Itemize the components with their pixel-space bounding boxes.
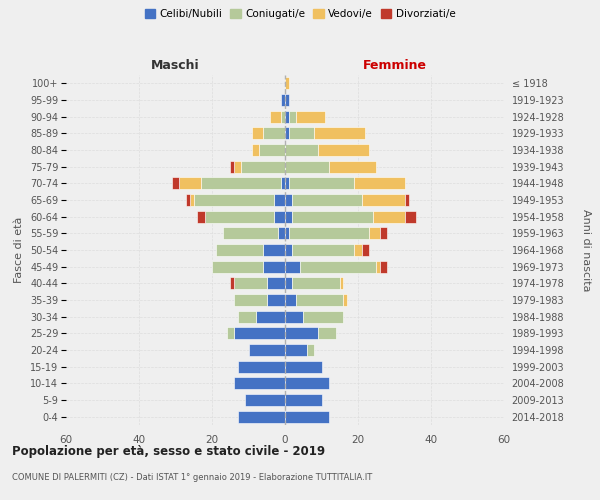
Bar bbox=[285, 410, 329, 422]
Bar bbox=[274, 210, 285, 222]
Bar bbox=[190, 194, 194, 206]
Bar bbox=[230, 278, 234, 289]
Bar bbox=[285, 128, 289, 140]
Bar bbox=[362, 194, 406, 206]
Bar bbox=[187, 194, 190, 206]
Bar bbox=[380, 228, 387, 239]
Bar bbox=[238, 360, 285, 372]
Bar bbox=[194, 194, 274, 206]
Bar bbox=[234, 328, 285, 340]
Bar bbox=[271, 110, 281, 122]
Bar bbox=[252, 128, 263, 140]
Bar bbox=[299, 260, 376, 272]
Bar bbox=[215, 244, 263, 256]
Bar bbox=[281, 94, 285, 106]
Text: Popolazione per età, sesso e stato civile - 2019: Popolazione per età, sesso e stato civil… bbox=[12, 445, 325, 458]
Bar bbox=[285, 160, 329, 172]
Bar bbox=[252, 144, 259, 156]
Bar bbox=[285, 310, 303, 322]
Bar bbox=[234, 278, 267, 289]
Bar bbox=[179, 178, 201, 190]
Bar bbox=[234, 378, 285, 390]
Bar bbox=[285, 178, 289, 190]
Bar bbox=[285, 228, 289, 239]
Bar bbox=[281, 178, 285, 190]
Legend: Celibi/Nubili, Coniugati/e, Vedovi/e, Divorziati/e: Celibi/Nubili, Coniugati/e, Vedovi/e, Di… bbox=[140, 5, 460, 24]
Bar bbox=[318, 328, 336, 340]
Bar bbox=[314, 128, 365, 140]
Bar bbox=[172, 178, 179, 190]
Text: Maschi: Maschi bbox=[151, 58, 200, 71]
Bar bbox=[406, 210, 416, 222]
Text: COMUNE DI PALERMITI (CZ) - Dati ISTAT 1° gennaio 2019 - Elaborazione TUTTITALIA.: COMUNE DI PALERMITI (CZ) - Dati ISTAT 1°… bbox=[12, 472, 372, 482]
Bar bbox=[292, 210, 373, 222]
Bar bbox=[227, 328, 234, 340]
Bar bbox=[285, 278, 292, 289]
Bar bbox=[230, 160, 234, 172]
Bar bbox=[256, 310, 285, 322]
Bar bbox=[223, 228, 278, 239]
Bar bbox=[289, 128, 314, 140]
Bar bbox=[285, 78, 289, 90]
Bar bbox=[285, 360, 322, 372]
Bar bbox=[369, 228, 380, 239]
Bar bbox=[234, 294, 267, 306]
Bar bbox=[248, 344, 285, 356]
Bar bbox=[238, 410, 285, 422]
Bar bbox=[281, 110, 285, 122]
Bar bbox=[274, 194, 285, 206]
Bar bbox=[205, 210, 274, 222]
Bar bbox=[285, 378, 329, 390]
Bar bbox=[307, 344, 314, 356]
Bar bbox=[238, 310, 256, 322]
Bar bbox=[285, 328, 318, 340]
Bar bbox=[303, 310, 343, 322]
Bar bbox=[267, 278, 285, 289]
Bar bbox=[355, 178, 406, 190]
Bar bbox=[263, 244, 285, 256]
Bar bbox=[285, 94, 289, 106]
Bar bbox=[296, 110, 325, 122]
Bar bbox=[355, 244, 362, 256]
Text: Femmine: Femmine bbox=[362, 58, 427, 71]
Bar bbox=[212, 260, 263, 272]
Bar bbox=[278, 228, 285, 239]
Bar bbox=[197, 210, 205, 222]
Bar bbox=[329, 160, 376, 172]
Bar bbox=[380, 260, 387, 272]
Bar bbox=[292, 278, 340, 289]
Bar bbox=[289, 110, 296, 122]
Bar bbox=[285, 394, 322, 406]
Bar bbox=[201, 178, 281, 190]
Bar bbox=[263, 260, 285, 272]
Bar bbox=[285, 194, 292, 206]
Bar bbox=[362, 244, 369, 256]
Bar bbox=[234, 160, 241, 172]
Bar bbox=[340, 278, 343, 289]
Bar bbox=[285, 244, 292, 256]
Bar bbox=[289, 228, 369, 239]
Bar bbox=[263, 128, 285, 140]
Bar bbox=[285, 110, 289, 122]
Bar bbox=[241, 160, 285, 172]
Bar bbox=[296, 294, 343, 306]
Bar bbox=[292, 194, 362, 206]
Bar bbox=[289, 178, 355, 190]
Bar bbox=[373, 210, 406, 222]
Bar bbox=[406, 194, 409, 206]
Bar bbox=[292, 244, 355, 256]
Bar bbox=[285, 344, 307, 356]
Bar bbox=[245, 394, 285, 406]
Y-axis label: Anni di nascita: Anni di nascita bbox=[581, 208, 591, 291]
Bar bbox=[285, 144, 318, 156]
Y-axis label: Fasce di età: Fasce di età bbox=[14, 217, 25, 283]
Bar bbox=[376, 260, 380, 272]
Bar bbox=[285, 294, 296, 306]
Bar bbox=[285, 210, 292, 222]
Bar bbox=[318, 144, 369, 156]
Bar bbox=[259, 144, 285, 156]
Bar bbox=[285, 260, 299, 272]
Bar bbox=[267, 294, 285, 306]
Bar bbox=[343, 294, 347, 306]
